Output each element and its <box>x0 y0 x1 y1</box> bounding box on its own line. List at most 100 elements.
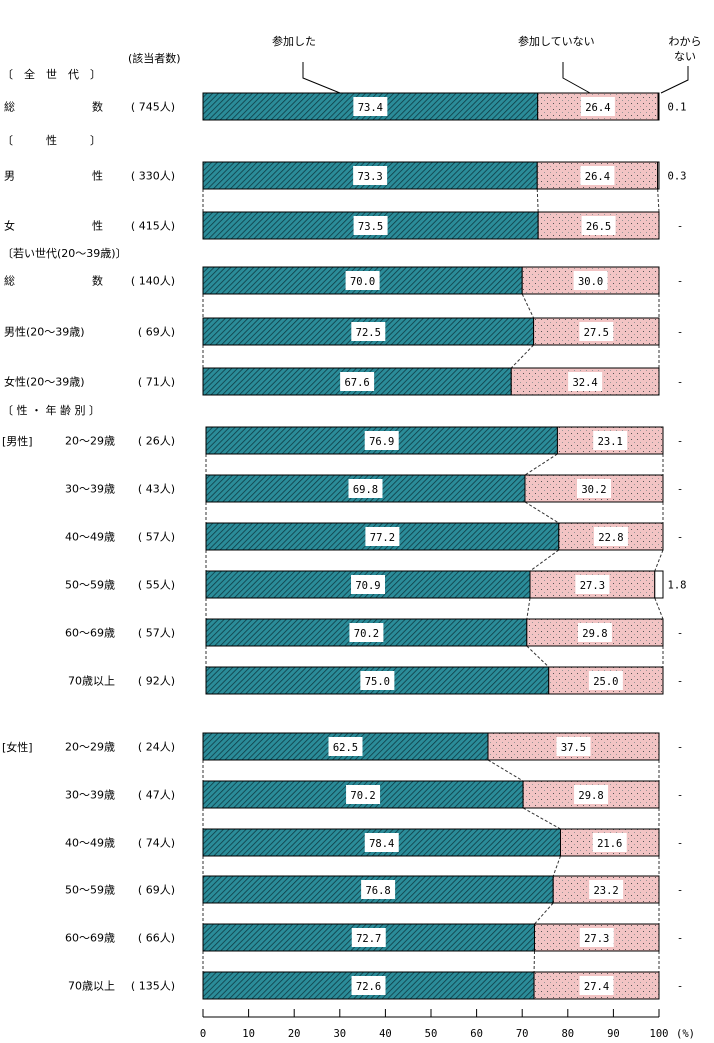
data-label-participated-bg <box>328 737 363 756</box>
data-label-participated: 67.6 <box>344 377 369 389</box>
data-label-not-participated: 27.3 <box>584 933 609 945</box>
data-label-not-participated: 27.5 <box>584 327 609 339</box>
data-label-not-participated: 22.8 <box>598 532 623 544</box>
connector-line <box>510 344 534 369</box>
data-label-participated: 70.9 <box>355 580 380 592</box>
data-label-participated-bg <box>340 372 375 391</box>
data-label-unknown: - <box>677 628 683 640</box>
data-label-not-participated: 29.8 <box>578 790 603 802</box>
row-count: ( 55人) <box>138 579 175 592</box>
data-label-not-participated: 21.6 <box>597 838 622 850</box>
data-label-participated: 78.4 <box>369 838 394 850</box>
row-count: ( 43人) <box>138 483 175 496</box>
row-count: ( 66人) <box>138 932 175 945</box>
data-label-not-participated: 30.0 <box>578 276 603 288</box>
connector-line <box>534 902 554 925</box>
row-count: ( 330人) <box>131 170 175 183</box>
section-title-sex: 〔 性 〕 <box>2 133 101 147</box>
row-label: 50～59歳 <box>65 579 115 592</box>
data-label-participated-bg <box>365 527 400 546</box>
data-label-participated: 72.6 <box>356 981 381 993</box>
data-label-not-participated-bg <box>574 785 609 804</box>
row-label: 女 性 <box>4 219 103 233</box>
data-label-participated: 62.5 <box>333 742 358 754</box>
connector-line <box>521 293 535 319</box>
subgroup-male: [男性] <box>2 434 33 448</box>
data-label-participated-bg <box>351 575 386 594</box>
data-label-participated-bg <box>351 322 386 341</box>
data-label-not-participated: 29.8 <box>582 628 607 640</box>
bar-unknown <box>657 161 660 190</box>
row-label: 女性(20～39歳) <box>4 375 85 389</box>
data-label-participated: 70.2 <box>354 628 379 640</box>
data-label-not-participated-bg <box>579 928 614 947</box>
row-label: 60～69歳 <box>65 627 115 640</box>
data-label-participated-bg <box>351 928 386 947</box>
row-count: ( 745人) <box>131 101 175 114</box>
data-label-participated: 72.7 <box>356 933 381 945</box>
connector-line <box>487 759 524 782</box>
x-tick-label: 0 <box>200 1028 206 1040</box>
row-label: 総 数 <box>4 100 103 114</box>
data-label-unknown: - <box>677 742 683 754</box>
connector-line <box>524 453 558 476</box>
row-label: 男 性 <box>4 169 103 183</box>
row-count: ( 24人) <box>138 741 175 754</box>
data-label-not-participated-bg <box>568 372 603 391</box>
data-label-participated-bg <box>353 166 388 185</box>
row-count: ( 47人) <box>138 789 175 802</box>
row-count: ( 71人) <box>138 376 175 389</box>
data-label-not-participated-bg <box>592 833 627 852</box>
connector-line <box>654 597 664 620</box>
row-count: ( 92人) <box>138 675 175 688</box>
legend-leader-line <box>302 62 341 94</box>
x-axis-unit: (%) <box>676 1028 695 1040</box>
data-label-not-participated-bg <box>588 671 623 690</box>
data-label-participated-bg <box>345 271 380 290</box>
data-label-not-participated-bg <box>593 431 628 450</box>
bar-unknown <box>657 92 660 121</box>
data-label-not-participated: 37.5 <box>561 742 586 754</box>
row-count: ( 415人) <box>131 220 175 233</box>
row-label: 60～69歳 <box>65 932 115 945</box>
row-label: 30～39歳 <box>65 483 115 496</box>
x-tick-label: 70 <box>516 1028 529 1040</box>
data-label-unknown: 0.1 <box>668 102 687 114</box>
data-label-not-participated: 26.4 <box>585 102 610 114</box>
data-label-participated-bg <box>364 431 399 450</box>
data-label-not-participated-bg <box>589 880 624 899</box>
data-label-not-participated-bg <box>581 216 616 235</box>
data-label-not-participated: 26.5 <box>586 221 611 233</box>
row-count: ( 69人) <box>138 326 175 339</box>
data-label-unknown: - <box>677 532 683 544</box>
data-label-participated-bg <box>360 671 395 690</box>
data-label-participated-bg <box>353 216 388 235</box>
connector-line <box>654 549 664 572</box>
connector-line <box>522 807 561 830</box>
row-count: ( 57人) <box>138 627 175 640</box>
row-label: 70歳以上 <box>68 675 115 688</box>
x-tick-label: 80 <box>561 1028 574 1040</box>
legend-leader-line <box>660 66 689 94</box>
row-label: 20～29歳 <box>65 435 115 448</box>
row-count: ( 140人) <box>131 275 175 288</box>
data-label-not-participated-bg <box>579 976 614 995</box>
section-title-all: 〔 全 世 代 〕 <box>2 67 101 81</box>
data-label-participated-bg <box>353 97 388 116</box>
data-label-unknown: - <box>677 838 683 850</box>
subgroup-female: [女性] <box>2 740 33 754</box>
x-tick-label: 90 <box>607 1028 620 1040</box>
data-label-participated-bg <box>364 833 399 852</box>
row-label: 70歳以上 <box>68 980 115 993</box>
row-label: 30～39歳 <box>65 789 115 802</box>
row-label: 50～59歳 <box>65 884 115 897</box>
x-tick-label: 50 <box>425 1028 438 1040</box>
count-header: (該当者数) <box>128 51 181 65</box>
row-label: 40～49歳 <box>65 531 115 544</box>
row-label: 男性(20～39歳) <box>4 325 85 339</box>
data-label-not-participated-bg <box>580 97 615 116</box>
data-label-participated-bg <box>349 623 384 642</box>
data-label-participated: 70.0 <box>350 276 375 288</box>
data-label-not-participated-bg <box>575 575 610 594</box>
connector-line <box>529 549 560 572</box>
